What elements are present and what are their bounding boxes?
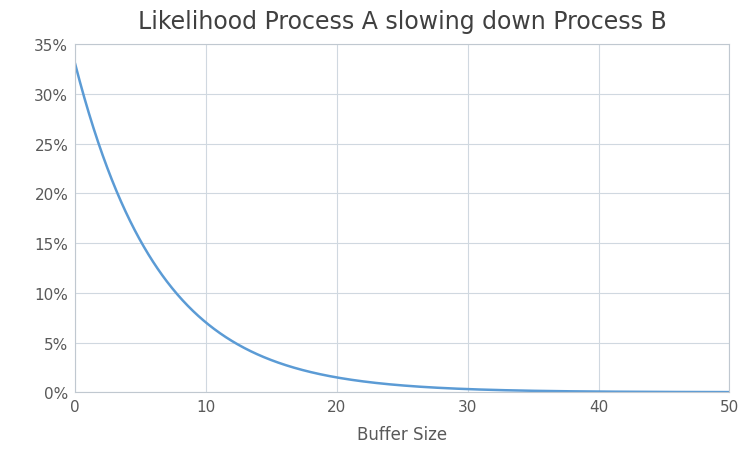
- Title: Likelihood Process A slowing down Process B: Likelihood Process A slowing down Proces…: [138, 9, 667, 33]
- X-axis label: Buffer Size: Buffer Size: [357, 425, 447, 443]
